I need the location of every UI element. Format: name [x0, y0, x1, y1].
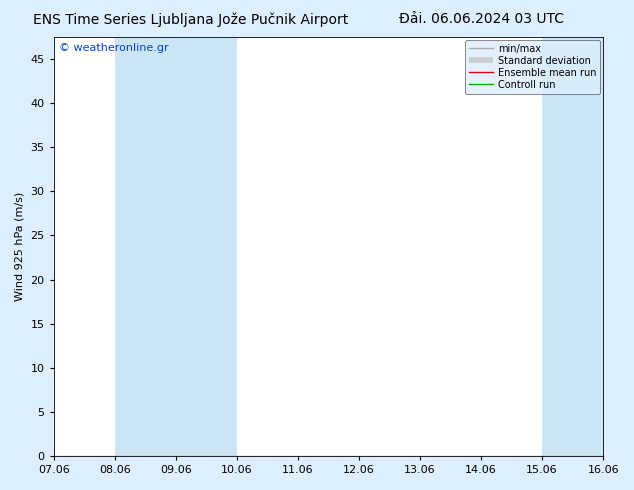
Bar	[115, 37, 237, 456]
Bar	[542, 37, 603, 456]
Y-axis label: Wind 925 hPa (m/s): Wind 925 hPa (m/s)	[15, 192, 25, 301]
Text: Đải. 06.06.2024 03 UTC: Đải. 06.06.2024 03 UTC	[399, 12, 564, 26]
Legend: min/max, Standard deviation, Ensemble mean run, Controll run: min/max, Standard deviation, Ensemble me…	[465, 40, 600, 94]
Text: ENS Time Series Ljubljana Jože Pučnik Airport: ENS Time Series Ljubljana Jože Pučnik Ai…	[32, 12, 348, 27]
Text: © weatheronline.gr: © weatheronline.gr	[59, 43, 169, 53]
